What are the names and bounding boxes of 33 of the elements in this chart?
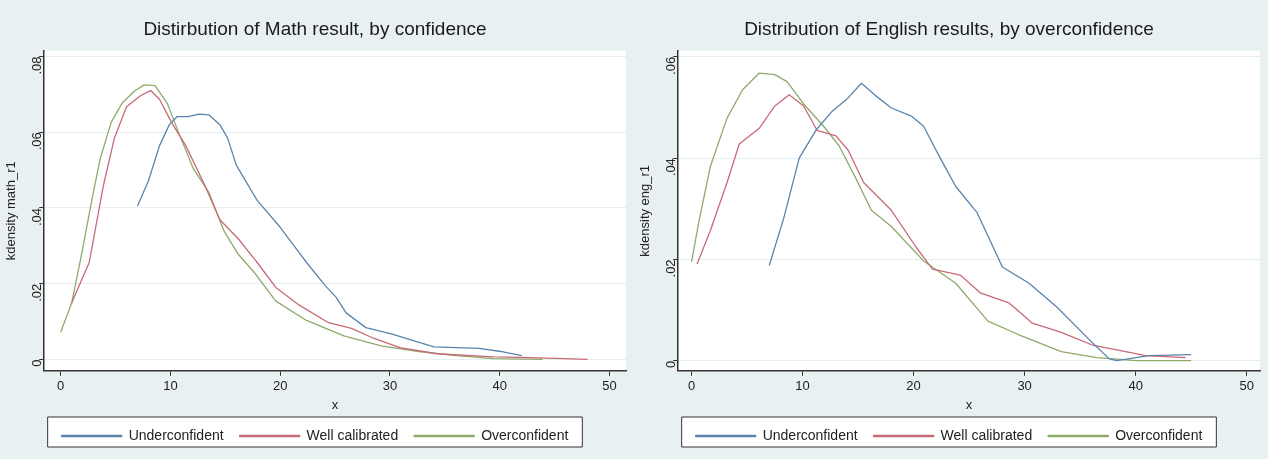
y-tick-label: .06 bbox=[662, 56, 678, 75]
x-axis-title: x bbox=[965, 396, 973, 412]
x-tick-label: 0 bbox=[57, 378, 65, 394]
y-tick-label: .04 bbox=[662, 158, 678, 177]
y-tick-label: .02 bbox=[28, 283, 44, 302]
chart-title: Distribution of English results, by overconfidence bbox=[744, 17, 1154, 39]
x-tick-label: 30 bbox=[1017, 378, 1032, 394]
x-tick-label: 30 bbox=[382, 378, 398, 394]
chart-title: Distirbution of Math result, by confidence bbox=[143, 17, 487, 39]
x-tick-label: 20 bbox=[272, 378, 288, 394]
y-tick-label: .04 bbox=[28, 207, 44, 227]
x-tick-label: 0 bbox=[687, 378, 696, 394]
y-axis-title: kdensity math_r1 bbox=[3, 161, 19, 261]
legend-label: Well calibrated bbox=[940, 426, 1033, 443]
y-axis-title: kdensity eng_r1 bbox=[637, 164, 653, 257]
legend-label: Underconfident bbox=[128, 426, 224, 443]
y-tick-label: 0 bbox=[662, 360, 678, 368]
y-tick-label: .08 bbox=[28, 56, 44, 75]
legend-label: Overconfident bbox=[481, 426, 569, 443]
legend-label: Overconfident bbox=[1115, 426, 1203, 443]
x-tick-label: 50 bbox=[602, 378, 617, 394]
x-tick-label: 10 bbox=[795, 378, 810, 394]
y-tick-label: .06 bbox=[28, 132, 44, 151]
x-tick-label: 40 bbox=[1128, 378, 1143, 394]
x-axis-title: x bbox=[331, 396, 339, 412]
x-tick-label: 50 bbox=[1239, 378, 1254, 394]
x-tick-label: 10 bbox=[163, 378, 178, 394]
x-tick-label: 20 bbox=[906, 378, 921, 394]
legend-label: Underconfident bbox=[762, 426, 858, 443]
x-tick-label: 40 bbox=[492, 378, 507, 394]
y-tick-label: 0 bbox=[28, 359, 44, 367]
legend-label: Well calibrated bbox=[306, 426, 399, 443]
y-tick-label: .02 bbox=[662, 259, 678, 278]
